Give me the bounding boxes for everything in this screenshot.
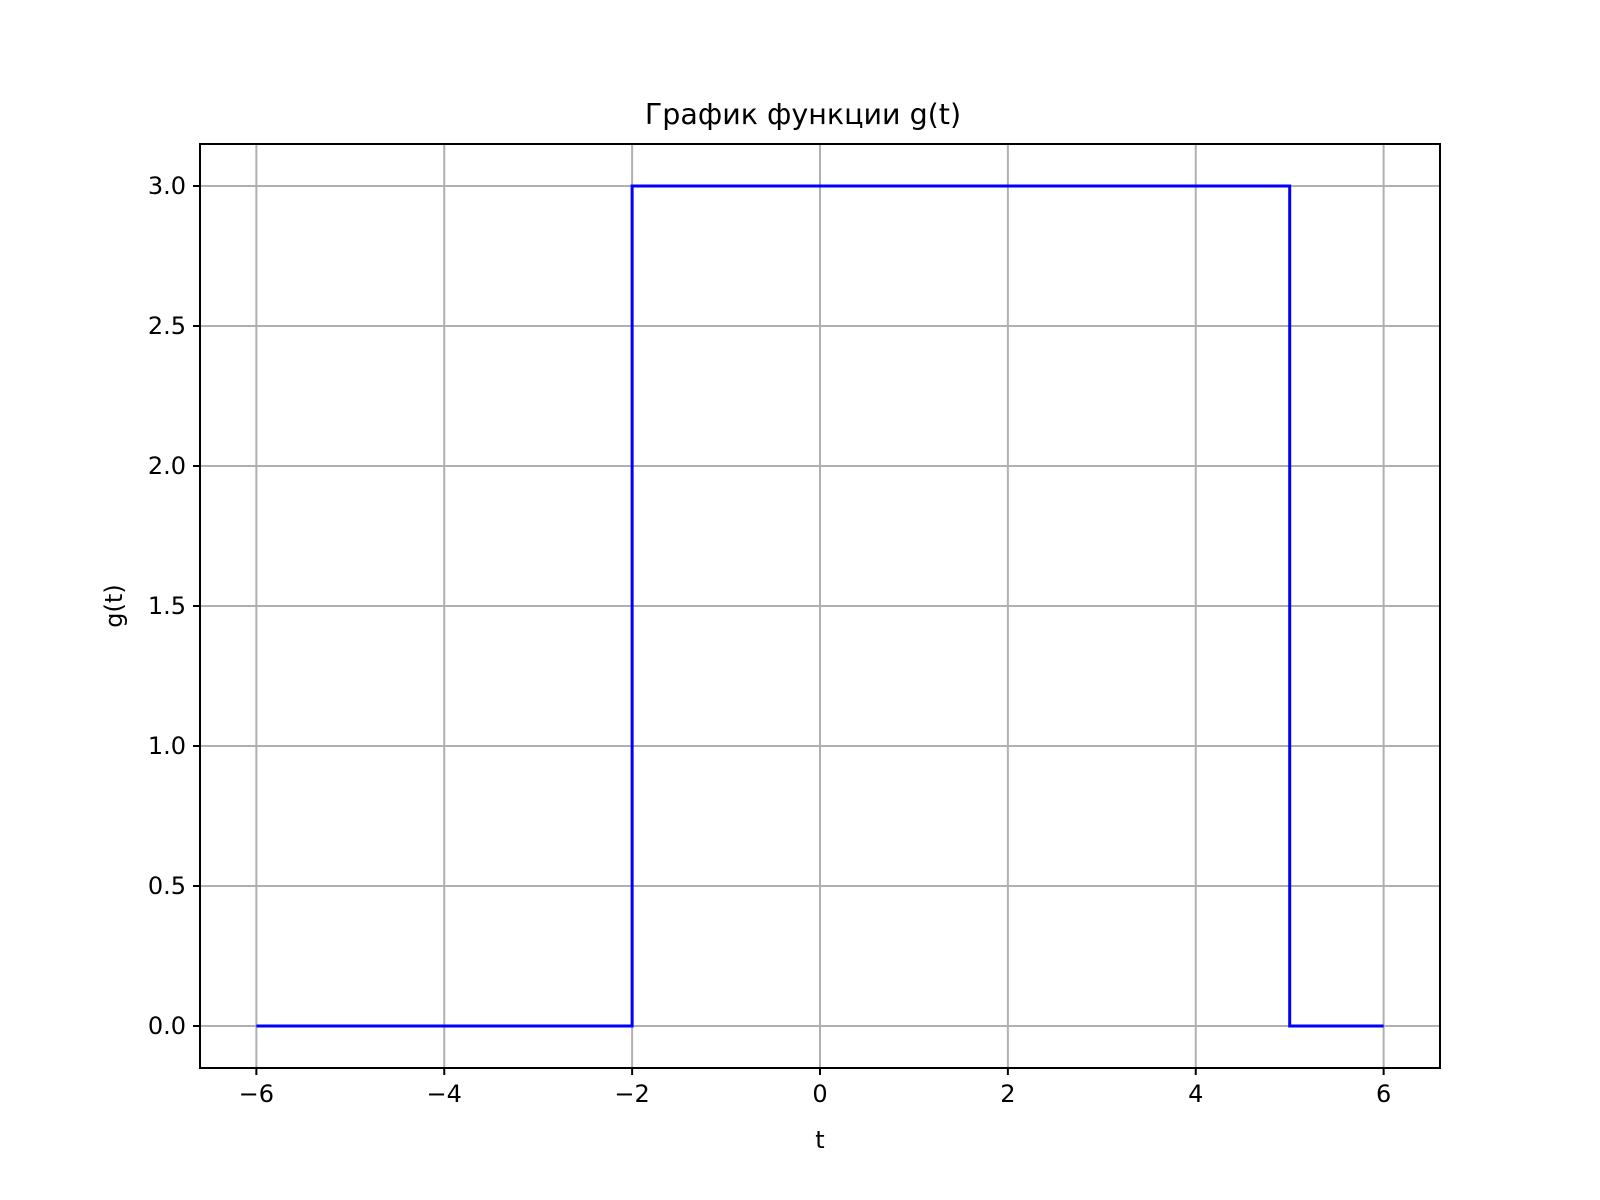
- y-tick-label: 3.0: [148, 172, 186, 200]
- y-tick-label: 0.0: [148, 1012, 186, 1040]
- x-tick-label: 6: [1376, 1080, 1391, 1108]
- chart-title: График функции g(t): [645, 98, 961, 131]
- x-tick-label: −2: [614, 1080, 649, 1108]
- y-tick-label: 0.5: [148, 872, 186, 900]
- y-axis-label: g(t): [100, 584, 128, 627]
- x-tick-label: 0: [812, 1080, 827, 1108]
- x-tick-label: −6: [239, 1080, 274, 1108]
- series-layer: [256, 184, 1384, 1028]
- x-axis-label: t: [815, 1126, 824, 1154]
- grid: [200, 144, 1440, 1068]
- x-tick-label: 4: [1188, 1080, 1203, 1108]
- y-tick-label: 1.5: [148, 592, 186, 620]
- y-tick-label: 2.5: [148, 312, 186, 340]
- y-axis: 0.0 0.5 1.0 1.5 2.0 2.5 3.0: [148, 172, 200, 1040]
- y-tick-label: 1.0: [148, 732, 186, 760]
- series-line-g: [256, 184, 1384, 1028]
- x-axis: −6 −4 −2 0 2 4 6: [239, 1068, 1391, 1108]
- x-tick-label: 2: [1000, 1080, 1015, 1108]
- x-tick-label: −4: [427, 1080, 462, 1108]
- y-tick-label: 2.0: [148, 452, 186, 480]
